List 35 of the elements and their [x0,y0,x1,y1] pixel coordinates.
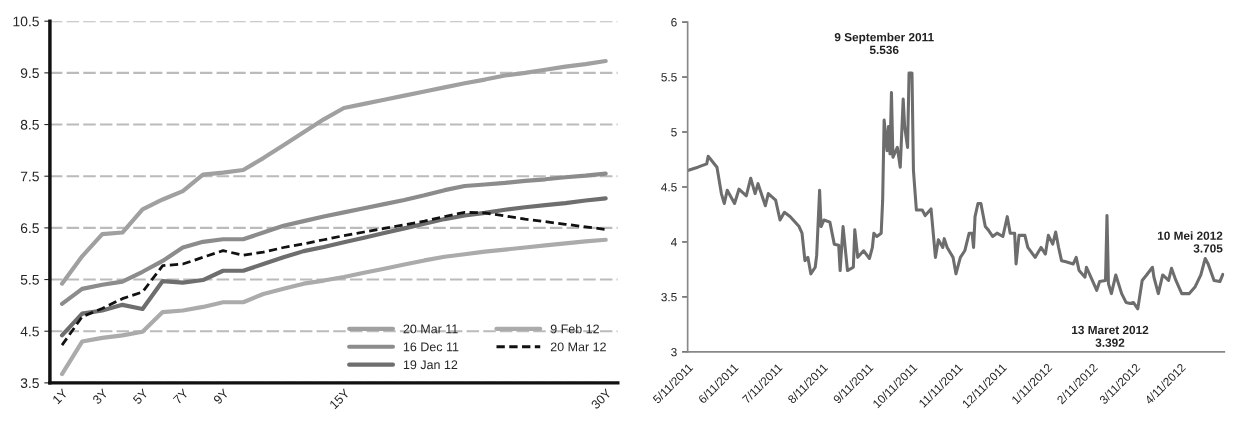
y-tick-label: 4.5 [661,183,677,192]
annotation: 10 Mei 2012 3.705 [1157,231,1223,253]
line-series [59,237,608,377]
y-tick-label: 3.5 [20,378,39,389]
y-tick-label: 9.5 [20,68,39,79]
x-tick-label: 30Y [590,388,612,410]
legend-label: 16 Dec 11 [403,342,459,352]
legend-label: 19 Jan 12 [403,360,458,370]
x-tick-label: 7Y [172,388,190,405]
y-tick-label: 10.5 [13,16,39,27]
y-tick-label: 3 [671,347,677,357]
annotation: 9 September 2011 5.536 [834,32,934,55]
y-tick-label: 5.5 [661,73,677,82]
x-tick-label: 3Y [92,388,109,405]
y-tick-label: 4 [670,238,677,247]
line-series [687,71,1225,311]
y-tick-label: 5.5 [20,275,39,285]
x-tick-label: 9Y [212,388,230,405]
y-tick-label: 4.5 [20,326,39,337]
y-tick-label: 6 [671,18,677,27]
legend-label: 20 Mar 11 [403,324,458,334]
line-series [59,58,608,286]
y-tick-label: 5 [671,128,677,137]
legend-label: 9 Feb 12 [550,324,599,334]
y-tick-label: 6.5 [20,223,39,234]
legend-label: 20 Mar 12 [550,342,606,352]
y-tick-label: 8.5 [20,119,39,130]
line-series [59,171,608,306]
x-tick-label: 1Y [52,388,69,405]
y-tick-label: 7.5 [20,171,39,182]
line-series [59,196,608,338]
y-tick-label: 3.5 [661,292,677,302]
annotation: 13 Maret 2012 3.392 [1072,325,1149,347]
x-tick-label: 15Y [329,388,351,410]
x-tick-label: 5Y [132,388,149,405]
